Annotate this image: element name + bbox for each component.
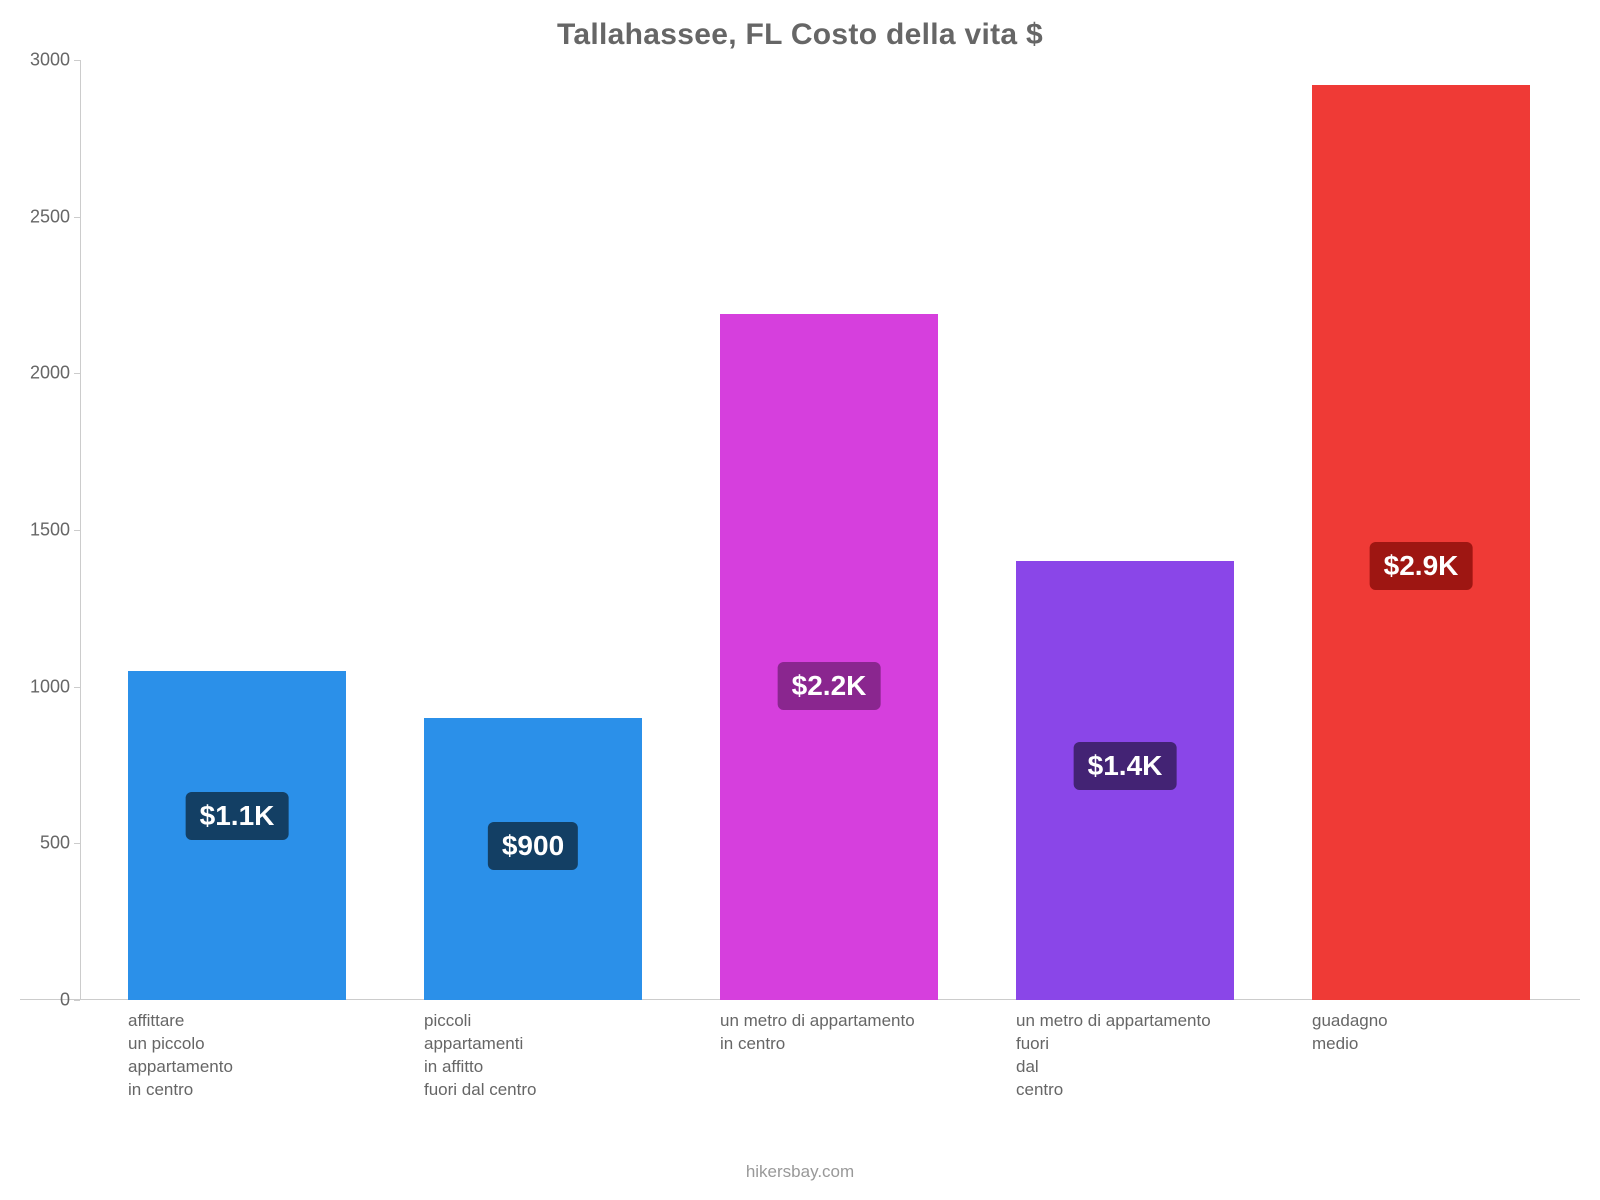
- ytick-label: 1000: [0, 676, 70, 697]
- bar-rent-small-center: $1.1K: [128, 671, 346, 1000]
- xlabel-avg-income: guadagno medio: [1312, 1010, 1388, 1056]
- ytick-label: 1500: [0, 520, 70, 541]
- bar-sqm-outside: $1.4K: [1016, 561, 1234, 1000]
- value-badge-rent-small-outside: $900: [488, 822, 578, 870]
- xlabel-rent-small-center: affittare un piccolo appartamento in cen…: [128, 1010, 233, 1102]
- value-badge-sqm-outside: $1.4K: [1074, 742, 1177, 790]
- ytick-label: 2000: [0, 363, 70, 384]
- cost-of-living-chart: Tallahassee, FL Costo della vita $ 0 500 1…: [0, 0, 1600, 1200]
- xlabel-rent-small-outside: piccoli appartamenti in affitto fuori da…: [424, 1010, 536, 1102]
- bar-avg-income: $2.9K: [1312, 85, 1530, 1000]
- chart-title: Tallahassee, FL Costo della vita $: [0, 18, 1600, 52]
- xlabel-sqm-outside: un metro di appartamento fuori dal centr…: [1016, 1010, 1211, 1102]
- credit-text: hikersbay.com: [0, 1162, 1600, 1182]
- ytick-label: 2500: [0, 206, 70, 227]
- bars-container: $1.1K $900 $2.2K $1.4K $2.9K: [80, 60, 1560, 1000]
- value-badge-sqm-center: $2.2K: [778, 662, 881, 710]
- value-badge-rent-small-center: $1.1K: [186, 792, 289, 840]
- xlabel-sqm-center: un metro di appartamento in centro: [720, 1010, 915, 1056]
- value-badge-avg-income: $2.9K: [1370, 542, 1473, 590]
- ytick-label: 0: [0, 990, 70, 1011]
- bar-rent-small-outside: $900: [424, 718, 642, 1000]
- bar-sqm-center: $2.2K: [720, 314, 938, 1000]
- ytick-mark: [74, 1000, 80, 1001]
- plot-area: 050010001500200025003000 $1.1K$900$2.2K$…: [80, 60, 1560, 1000]
- ytick-label: 3000: [0, 50, 70, 71]
- ytick-label: 500: [0, 833, 70, 854]
